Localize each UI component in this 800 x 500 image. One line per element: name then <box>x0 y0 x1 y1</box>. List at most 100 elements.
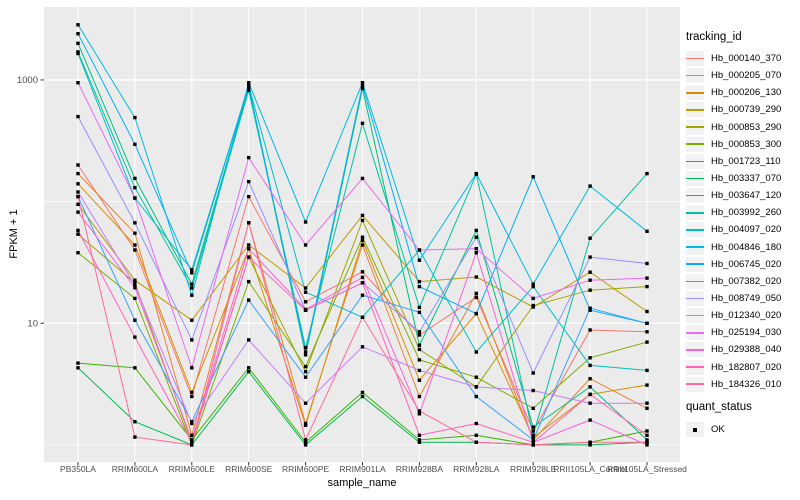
x-tick-label: RRIM928LA <box>453 464 500 474</box>
data-point <box>588 328 592 332</box>
data-point <box>474 171 478 176</box>
legend-entry-label: Hb_003647_120 <box>711 190 782 202</box>
data-point <box>133 278 137 282</box>
legend-title-quant-status: quant_status <box>686 401 752 413</box>
legend-key-swatch <box>686 188 704 204</box>
data-point <box>76 51 80 56</box>
data-point <box>247 179 251 184</box>
data-point <box>247 247 251 251</box>
data-point <box>588 363 592 368</box>
data-point <box>190 390 194 395</box>
data-point <box>303 243 308 247</box>
legend-entry-label: Hb_184326_010 <box>711 378 782 390</box>
legend-entry: Hb_000739_290 <box>686 101 781 118</box>
legend-entry-label: Hb_000205_070 <box>711 70 782 82</box>
data-point <box>247 194 251 199</box>
data-point <box>531 429 535 433</box>
data-point <box>247 83 251 88</box>
data-point <box>133 196 137 200</box>
legend-entry: Hb_000206_130 <box>686 84 781 101</box>
x-tick-label: RRIM600LA <box>112 464 159 474</box>
legend-key-line-icon <box>686 280 704 283</box>
legend-entry-label: Hb_000853_290 <box>711 121 782 133</box>
legend-entry: Hb_012340_020 <box>686 307 781 324</box>
data-point <box>76 114 80 119</box>
data-point <box>474 291 478 296</box>
data-point <box>303 421 308 426</box>
data-point <box>417 333 422 337</box>
data-point <box>645 429 649 433</box>
x-tick-label: RRIM928LE <box>510 464 557 474</box>
legend-key-swatch <box>686 51 704 67</box>
data-point <box>190 318 194 322</box>
data-point <box>303 440 308 444</box>
data-point <box>417 438 422 442</box>
data-point <box>247 85 251 89</box>
data-point <box>645 383 649 387</box>
legend-entry-label: Hb_008749_050 <box>711 293 782 305</box>
legend-entry: Hb_029388_040 <box>686 341 781 358</box>
legend-entry: Hb_000853_300 <box>686 136 781 153</box>
legend-key-line-icon <box>686 143 704 146</box>
x-tick-label: RRII105LA_Stressed <box>607 464 687 474</box>
data-point <box>76 202 80 206</box>
data-point <box>645 229 649 233</box>
legend-entry-label: Hb_000140_370 <box>711 53 782 65</box>
legend-entry: Hb_007382_020 <box>686 273 781 290</box>
data-point <box>417 394 422 399</box>
data-point <box>417 258 422 262</box>
data-point <box>190 443 194 447</box>
data-point <box>417 409 422 413</box>
legend-entry: Hb_025194_030 <box>686 324 781 341</box>
x-tick-label: RRIM928BA <box>396 464 444 474</box>
data-point <box>133 335 137 339</box>
data-point <box>588 377 592 381</box>
data-point <box>474 275 478 279</box>
data-point <box>76 361 80 365</box>
data-point <box>417 412 422 416</box>
data-point <box>588 440 592 444</box>
legend-entry: Hb_003992_260 <box>686 204 781 221</box>
data-point <box>531 175 535 179</box>
data-point <box>588 306 592 310</box>
legend-entry-label: Hb_000206_130 <box>711 87 782 99</box>
legend-key-swatch <box>686 359 704 375</box>
data-point <box>474 375 478 379</box>
data-point <box>588 255 592 259</box>
data-point <box>531 435 535 440</box>
data-point <box>588 308 592 312</box>
data-point <box>76 228 80 233</box>
data-point <box>645 401 649 405</box>
legend-entry-label: Hb_006745_020 <box>711 258 782 270</box>
data-point <box>133 318 137 322</box>
data-point <box>588 236 592 240</box>
data-point <box>417 248 422 252</box>
data-point <box>360 345 365 349</box>
data-point <box>417 343 422 347</box>
legend-entry: Hb_000205_070 <box>686 67 781 84</box>
data-point <box>303 220 308 224</box>
legend-entry: Hb_006745_020 <box>686 256 781 273</box>
data-point <box>360 235 365 239</box>
x-axis-title: sample_name <box>327 477 397 489</box>
data-point <box>588 401 592 405</box>
data-point <box>474 228 478 233</box>
x-tick-label: RRIM600SE <box>225 464 273 474</box>
data-point <box>417 279 422 284</box>
legend-key-line-icon <box>686 366 704 368</box>
data-point <box>531 388 535 393</box>
data-point <box>417 305 422 310</box>
data-point <box>303 375 308 379</box>
legend-key-line-icon <box>686 383 704 386</box>
data-point <box>190 440 194 444</box>
legend-key-line-icon <box>686 332 704 334</box>
data-point <box>645 276 649 280</box>
data-point <box>645 440 649 444</box>
data-point <box>531 433 535 437</box>
point-marker-key <box>686 422 704 437</box>
data-point <box>247 221 251 225</box>
data-point <box>133 186 137 190</box>
data-point <box>417 378 422 382</box>
